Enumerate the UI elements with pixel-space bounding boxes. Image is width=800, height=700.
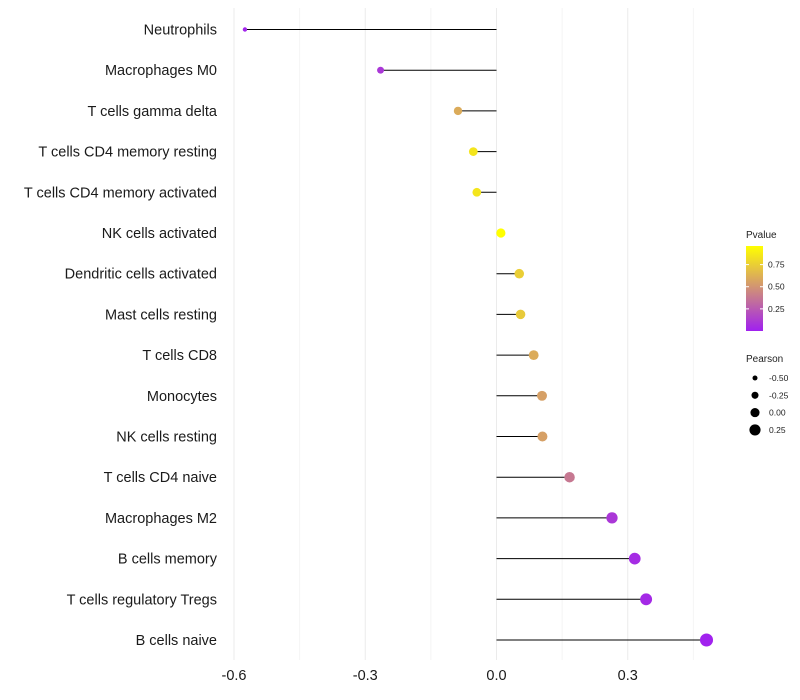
pearson-legend-key — [751, 391, 759, 399]
data-point — [564, 471, 575, 483]
x-tick-label: 0.3 — [618, 668, 638, 684]
category-label: T cells CD4 naive — [104, 470, 217, 486]
data-point — [699, 633, 714, 647]
data-point — [515, 309, 526, 320]
pearson-legend-key — [750, 408, 760, 418]
x-axis-tick-labels: -0.6 -0.3 0.0 0.3 — [222, 668, 638, 684]
pearson-legend-label: 0.00 — [769, 408, 786, 418]
data-point — [628, 552, 641, 565]
pvalue-colorbar — [746, 246, 763, 331]
data-point — [537, 431, 548, 442]
category-label: T cells CD4 memory resting — [38, 145, 217, 161]
x-tick-label: -0.3 — [353, 668, 378, 684]
category-label: Dendritic cells activated — [65, 267, 217, 283]
category-label: Mast cells resting — [105, 307, 217, 323]
category-label: B cells memory — [118, 552, 218, 568]
pearson-legend-label: 0.25 — [769, 425, 786, 435]
data-point — [514, 268, 525, 279]
pvalue-legend-label: 0.25 — [768, 304, 785, 314]
data-point — [496, 228, 506, 238]
pvalue-legend-title: Pvalue — [746, 230, 777, 241]
pearson-legend-label: -0.25 — [769, 390, 789, 400]
data-point — [242, 27, 248, 32]
pvalue-legend-label: 0.50 — [768, 282, 785, 292]
category-labels: Neutrophils Macrophages M0 T cells gamma d… — [24, 23, 218, 650]
data-point — [606, 512, 618, 524]
pearson-legend-title: Pearson — [746, 354, 783, 365]
pearson-legend-key — [752, 375, 758, 381]
data-point — [528, 350, 539, 361]
x-tick-label: 0.0 — [486, 668, 506, 684]
category-label: T cells gamma delta — [88, 104, 218, 120]
category-label: Macrophages M0 — [105, 63, 217, 79]
category-label: NK cells activated — [102, 226, 217, 242]
pearson-legend: Pearson -0.50 -0.25 0.00 0.25 — [746, 354, 789, 436]
lollipop-stems — [244, 29, 707, 641]
pvalue-legend: Pvalue 0.75 0.50 0.25 — [746, 230, 785, 331]
pvalue-legend-label: 0.75 — [768, 260, 785, 270]
pearson-legend-key — [749, 424, 761, 436]
data-point — [468, 147, 478, 156]
category-label: Neutrophils — [144, 23, 217, 39]
x-tick-label: -0.6 — [222, 668, 247, 684]
pearson-legend-label: -0.50 — [769, 373, 789, 383]
category-label: T cells CD4 memory activated — [24, 185, 217, 201]
data-point — [472, 187, 482, 197]
category-label: Monocytes — [147, 389, 217, 405]
category-label: T cells regulatory Tregs — [67, 592, 217, 608]
category-label: NK cells resting — [116, 430, 217, 446]
lollipop-dots — [242, 27, 714, 647]
data-point — [640, 593, 653, 606]
data-point — [377, 66, 385, 74]
grid-lines — [233, 8, 694, 660]
category-label: B cells naive — [136, 633, 217, 649]
data-point — [453, 106, 463, 116]
category-label: Macrophages M2 — [105, 511, 217, 527]
data-point — [537, 390, 547, 401]
category-label: T cells CD8 — [142, 348, 217, 364]
